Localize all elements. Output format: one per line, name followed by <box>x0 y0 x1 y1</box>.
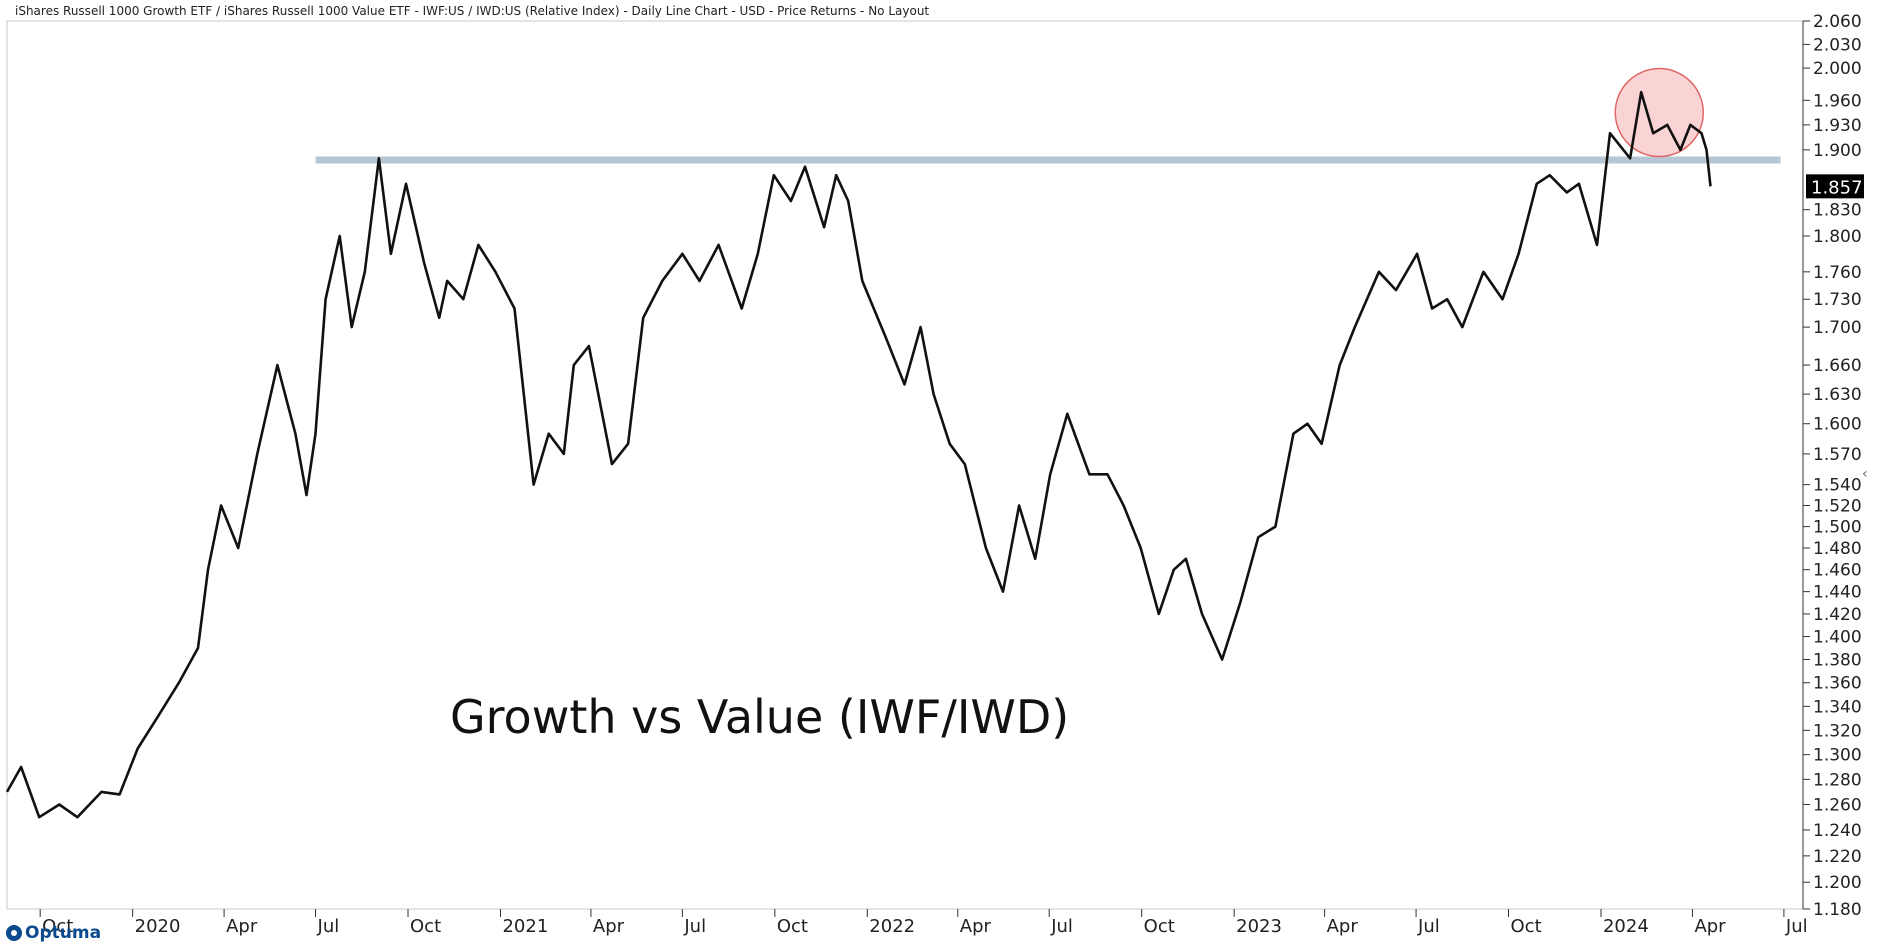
y-tick-label: 1.460 <box>1813 561 1862 581</box>
x-tick-label: Jul <box>683 916 706 937</box>
y-tick-label: 1.500 <box>1813 518 1862 538</box>
series-line <box>5 90 1712 819</box>
y-tick-label: 1.900 <box>1813 141 1862 161</box>
x-tick-label: Apr <box>1694 916 1726 937</box>
optuma-logo-icon <box>6 925 22 941</box>
x-tick-label: Oct <box>410 916 441 937</box>
y-tick-label: 2.000 <box>1813 59 1862 79</box>
plot-frame <box>6 20 1804 910</box>
x-tick-label: 2024 <box>1603 916 1649 937</box>
x-tick-label: Jul <box>1050 916 1073 937</box>
x-tick-label: Oct <box>1144 916 1175 937</box>
y-tick-label: 1.360 <box>1813 674 1862 694</box>
y-tick-label: 1.480 <box>1813 539 1862 559</box>
y-tick-label: 1.180 <box>1813 900 1862 920</box>
last-value-label: 1.857 <box>1811 177 1863 198</box>
y-tick-label: 1.440 <box>1813 583 1862 603</box>
x-tick-label: Apr <box>960 916 992 937</box>
y-tick-label: 1.570 <box>1813 445 1862 465</box>
x-tick-label: Oct <box>777 916 808 937</box>
x-tick-label: Apr <box>1327 916 1359 937</box>
highlight-circle <box>1614 67 1705 158</box>
y-tick-label: 1.520 <box>1813 496 1862 516</box>
optuma-logo: Optuma <box>6 923 101 943</box>
y-tick-label: 1.220 <box>1813 847 1862 867</box>
y-tick-label: 1.600 <box>1813 415 1862 435</box>
y-tick-label: 1.660 <box>1813 356 1862 376</box>
y-tick-label: 1.400 <box>1813 628 1862 648</box>
y-tick-label: 1.700 <box>1813 318 1862 338</box>
y-tick-label: 1.800 <box>1813 227 1862 247</box>
x-tick-label: Apr <box>593 916 625 937</box>
chart-title: iShares Russell 1000 Growth ETF / iShare… <box>15 4 930 18</box>
chart-annotation: Growth vs Value (IWF/IWD) <box>450 690 1069 744</box>
x-tick-label: 2023 <box>1236 916 1282 937</box>
y-tick-label: 1.200 <box>1813 873 1862 893</box>
y-tick-label: 1.340 <box>1813 697 1862 717</box>
x-tick-label: Jul <box>1785 916 1808 937</box>
x-tick-label: 2022 <box>869 916 915 937</box>
y-tick-label: 1.260 <box>1813 795 1862 815</box>
y-tick-label: 1.380 <box>1813 650 1862 670</box>
y-tick-label: 1.830 <box>1813 201 1862 221</box>
y-tick-label: 1.730 <box>1813 290 1862 310</box>
x-tick-label: Oct <box>42 916 73 937</box>
x-tick-label: Apr <box>226 916 258 937</box>
x-tick-label: 2020 <box>135 916 181 937</box>
x-tick-label: Jul <box>317 916 340 937</box>
y-tick-label: 2.030 <box>1813 35 1862 55</box>
y-tick-label: 1.960 <box>1813 91 1862 111</box>
collapse-arrow-icon[interactable]: ‹ <box>1862 466 1868 482</box>
y-tick-label: 1.930 <box>1813 116 1862 136</box>
x-tick-label: Jul <box>1417 916 1440 937</box>
y-tick-label: 1.300 <box>1813 746 1862 766</box>
logo-text: Optuma <box>25 923 102 943</box>
y-tick-label: 1.240 <box>1813 821 1862 841</box>
y-tick-label: 1.280 <box>1813 770 1862 790</box>
y-tick-label: 1.420 <box>1813 605 1862 625</box>
y-tick-label: 2.060 <box>1813 12 1862 32</box>
y-tick-label: 1.760 <box>1813 263 1862 283</box>
last-value-box <box>1806 174 1864 199</box>
y-tick-label: 1.630 <box>1813 385 1862 405</box>
x-tick-label: 2021 <box>502 916 548 937</box>
x-tick-label: Oct <box>1511 916 1542 937</box>
y-tick-label: 1.320 <box>1813 721 1862 741</box>
y-tick-label: 1.540 <box>1813 476 1862 496</box>
